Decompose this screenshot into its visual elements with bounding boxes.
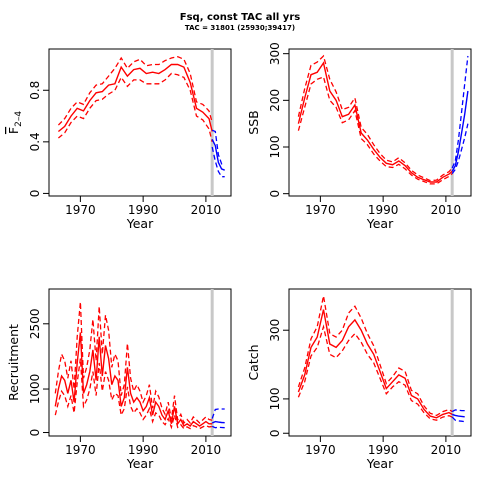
y-tick-label: 0.4: [28, 132, 42, 151]
projection-lower-bound-line: [211, 146, 225, 178]
y-axis-label: Catch: [246, 344, 261, 380]
x-axis-label: Year: [126, 216, 154, 231]
plot-frame: [288, 288, 472, 437]
y-tick-label: 0: [28, 190, 42, 198]
panel-ssb: 1970 1990 2010 0 100 200 300 Year SSB: [246, 42, 472, 231]
series-group: [57, 56, 225, 178]
y-tick-label: 200: [268, 89, 282, 112]
y-axis-label: SSB: [246, 110, 261, 134]
historical-upper-bound-line: [54, 301, 213, 425]
plot-frame: [48, 48, 232, 197]
x-tick-label: 1970: [65, 203, 96, 217]
y-tick-label: 0: [28, 429, 42, 437]
panel-recruitment: 1970 1990 2010 0 1000 2500 Year Recruitment: [6, 288, 232, 471]
x-tick-label: 1970: [305, 443, 336, 457]
chart-subtitle: TAC = 31801 (25930;39417): [185, 24, 295, 32]
projection-upper-bound-line: [211, 129, 225, 165]
historical-median-line: [54, 332, 213, 428]
projection-upper-bound-line: [451, 409, 465, 413]
plot-frame: [48, 288, 232, 437]
x-tick-label: 1970: [305, 203, 336, 217]
projection-median-line: [211, 420, 225, 424]
y-tick-label: 300: [268, 42, 282, 65]
projection-median-line: [451, 90, 469, 172]
x-tick-label: 1990: [128, 443, 159, 457]
y-tick-label: 0.8: [28, 81, 42, 100]
historical-upper-bound-line: [297, 295, 453, 417]
x-tick-label: 1990: [128, 203, 159, 217]
historical-median-line: [297, 61, 453, 183]
plot-frame: [288, 48, 472, 197]
series-group: [297, 54, 469, 185]
y-tick-label: 0: [268, 190, 282, 198]
y-tick-label: 0: [268, 429, 282, 437]
historical-median-line: [57, 63, 213, 133]
y-axis-label-sub: 2–4: [14, 111, 24, 127]
historical-median-line: [297, 309, 453, 419]
historical-upper-bound-line: [297, 54, 453, 182]
projection-median-line: [451, 413, 465, 418]
panel-catch: 1970 1990 2010 0 100 300 Year Catch: [246, 288, 472, 471]
series-group: [297, 295, 465, 423]
y-tick-label: 2500: [28, 309, 42, 340]
x-tick-label: 2010: [191, 443, 222, 457]
historical-lower-bound-line: [57, 72, 213, 142]
historical-lower-bound-line: [54, 358, 213, 430]
x-tick-label: 2010: [191, 203, 222, 217]
x-tick-label: 1990: [368, 443, 399, 457]
y-axis-label-main: F: [6, 127, 21, 134]
historical-upper-bound-line: [57, 56, 213, 126]
x-tick-label: 1970: [65, 443, 96, 457]
projection-lower-bound-line: [451, 123, 469, 174]
panel-f: 1970 1990 2010 0 0.4 0.8 Year F2–4: [6, 48, 232, 231]
projection-lower-bound-line: [211, 425, 225, 429]
y-tick-label: 300: [268, 319, 282, 342]
historical-lower-bound-line: [297, 76, 453, 185]
chart-title: Fsq, const TAC all yrs: [180, 12, 300, 23]
y-tick-label: 100: [268, 136, 282, 159]
panels: 1970 1990 2010 0 0.4 0.8 Year F2–4 1970 1990 2010 0…: [6, 42, 472, 471]
x-tick-label: 2010: [431, 443, 462, 457]
y-axis-label: F2–4: [6, 111, 24, 134]
projection-median-line: [211, 138, 225, 171]
y-tick-label: 100: [268, 387, 282, 410]
x-tick-label: 1990: [368, 203, 399, 217]
series-group: [54, 301, 225, 430]
x-axis-label: Year: [126, 456, 154, 471]
projection-upper-bound-line: [451, 55, 469, 169]
y-tick-label: 1000: [28, 374, 42, 405]
x-axis-label: Year: [366, 456, 394, 471]
x-axis-label: Year: [366, 216, 394, 231]
historical-lower-bound-line: [297, 324, 453, 421]
y-axis-label: Recruitment: [6, 324, 21, 401]
projection-upper-bound-line: [211, 408, 225, 419]
projection-lower-bound-line: [451, 416, 465, 423]
x-tick-label: 2010: [431, 203, 462, 217]
